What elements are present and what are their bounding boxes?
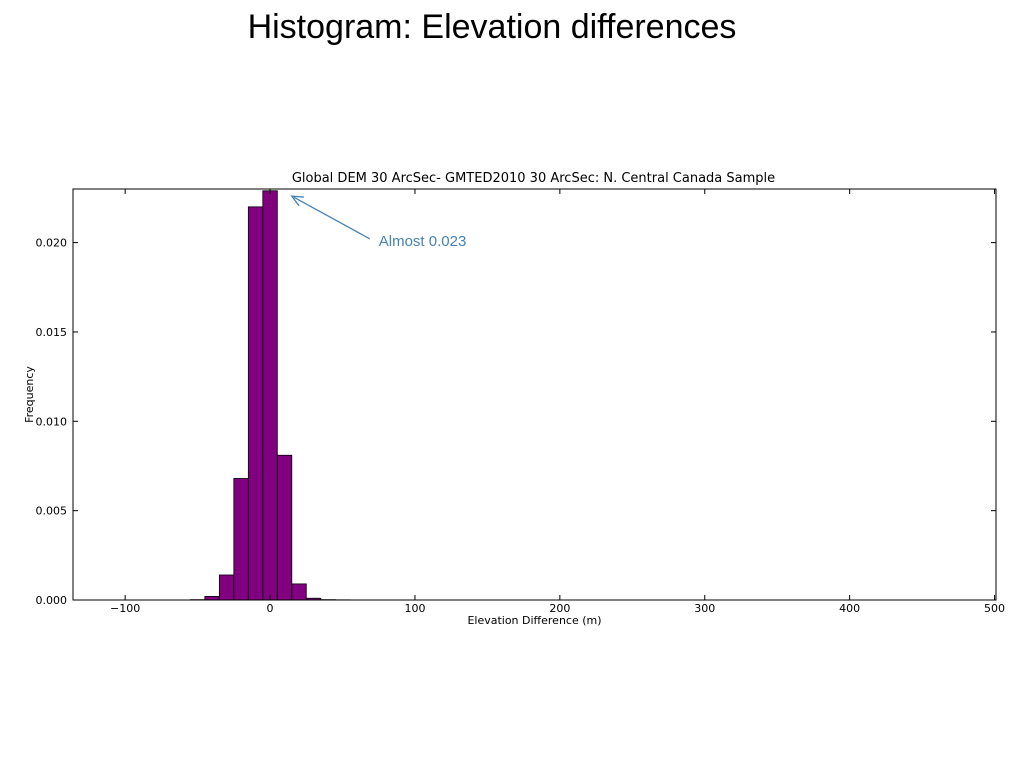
histogram-bar: [276, 454, 293, 601]
histogram-bar: [204, 596, 220, 601]
slide-title: Histogram: Elevation differences: [247, 8, 737, 46]
y-axis-label: Frequency: [23, 366, 36, 423]
histogram-bar: [291, 583, 307, 601]
histogram-bar: [218, 574, 235, 601]
histogram-bar: [247, 206, 264, 601]
y-tick-label: 0.005: [36, 505, 68, 518]
y-tick-label: 0.015: [36, 326, 68, 339]
annotation-label: Almost 0.023: [379, 233, 467, 250]
ticks-group: −100 0 100 200 300 400 500 0.000 0.005 0.010 0.015…: [36, 189, 1005, 615]
x-tick-label: 300: [694, 602, 715, 615]
chart-title: Global DEM 30 ArcSec- GMTED2010 30 ArcSe…: [292, 171, 775, 186]
y-tick-label: 0.020: [36, 237, 68, 250]
x-axis-label: Elevation Difference (m): [467, 614, 601, 627]
histogram-bar: [233, 478, 249, 601]
annotation-arrowhead: [290, 195, 304, 207]
annotation-arrow: [293, 196, 371, 240]
x-tick-label: 200: [549, 602, 570, 615]
plot-frame: [72, 188, 997, 601]
y-tick-label: 0.010: [36, 415, 68, 428]
y-tick-label: 0.000: [36, 594, 68, 607]
x-tick-label: −100: [110, 602, 140, 615]
x-tick-label: 0: [267, 602, 274, 615]
x-tick-label: 400: [839, 602, 860, 615]
x-tick-label: 500: [984, 602, 1005, 615]
x-tick-label: 100: [404, 602, 425, 615]
bars-group: [189, 190, 351, 601]
histogram-bar: [262, 190, 278, 601]
